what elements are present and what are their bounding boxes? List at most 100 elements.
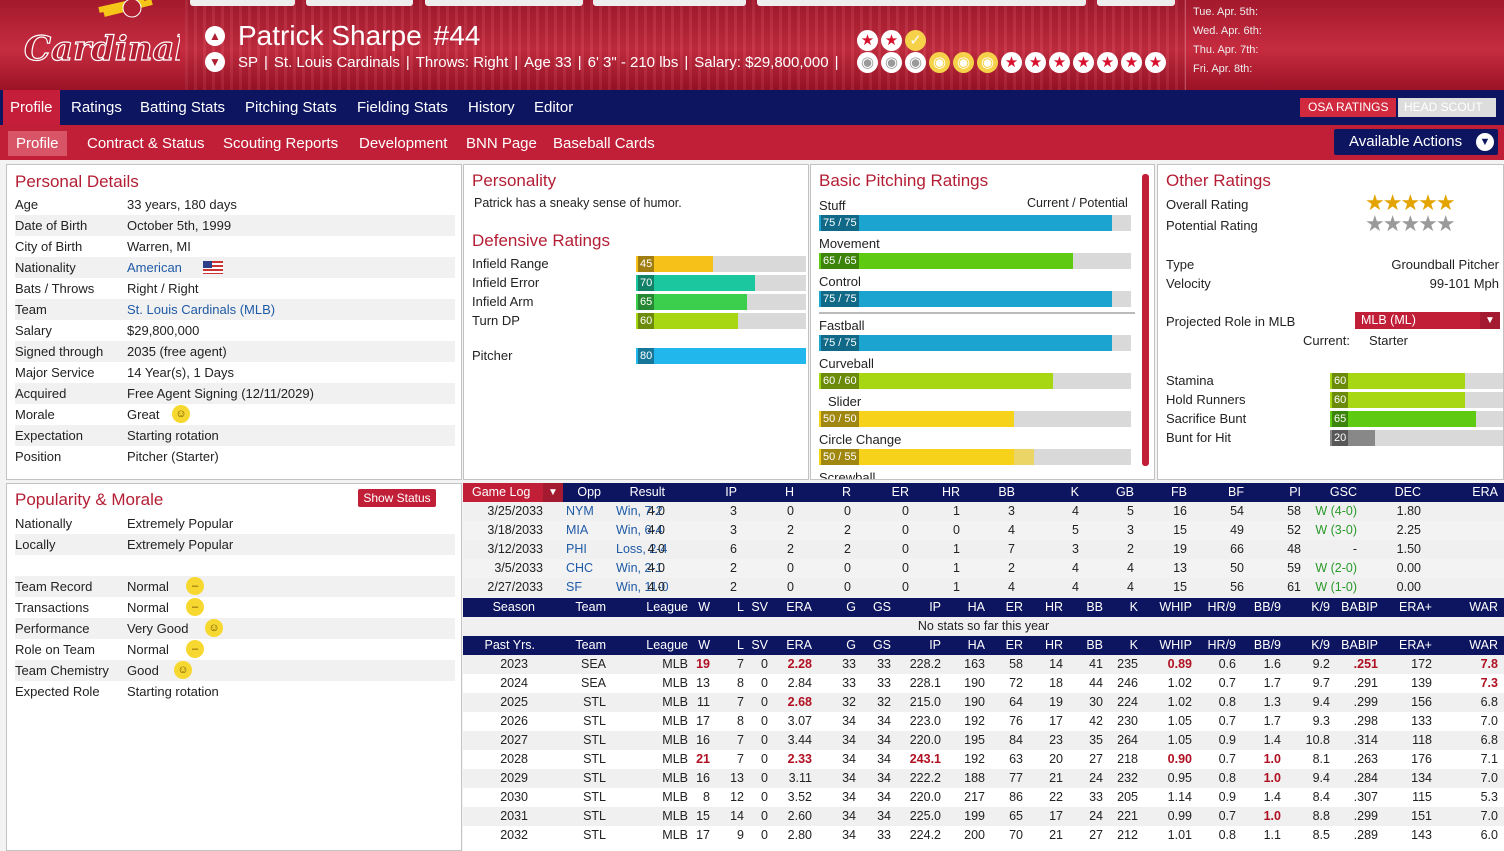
table-header-cell[interactable]: G (846, 638, 856, 652)
table-header-cell[interactable]: GS (872, 600, 891, 614)
table-header-cell[interactable]: BB (1086, 600, 1103, 614)
table-header-cell[interactable]: Past Yrs. (484, 638, 535, 652)
silver-award-icon[interactable]: ◉ (857, 52, 878, 73)
pitching-scrollbar[interactable] (1142, 174, 1149, 466)
past-years-row[interactable]: 2024 SEA MLB 13 8 0 2.84 33 33 228.1 190 72 18 44 246 1… (463, 674, 1504, 693)
table-header-cell[interactable]: BF (1228, 485, 1244, 499)
search-field[interactable] (757, 0, 1086, 6)
top-button[interactable] (1097, 0, 1175, 6)
table-header-cell[interactable]: HR (941, 485, 960, 499)
table-header-cell[interactable]: ER (891, 485, 909, 499)
game-log-cell[interactable]: Win, 6-4 (616, 523, 663, 537)
past-years-row[interactable]: 2030 STL MLB 8 12 0 3.52 34 34 220.0 217 86 22 33 205 1… (463, 788, 1504, 807)
table-header-cell[interactable]: Season (492, 600, 535, 614)
available-actions-button[interactable]: Available Actions ▼ (1334, 129, 1498, 155)
table-header-cell[interactable]: Team (575, 600, 606, 614)
game-log-cell[interactable]: Loss, 2-4 (616, 542, 668, 556)
table-header-cell[interactable]: HR (1044, 638, 1063, 652)
schedule-day[interactable]: Tue. Apr. 5th: (1193, 6, 1259, 18)
personal-value[interactable]: St. Louis Cardinals (MLB) (127, 302, 276, 317)
head-scout-toggle[interactable]: HEAD SCOUT (1398, 98, 1496, 117)
subtab-development[interactable]: Development (359, 135, 448, 152)
allstar-award-icon[interactable]: ★ (1073, 52, 1094, 73)
table-header-cell[interactable]: WHIP (1159, 638, 1192, 652)
table-header-cell[interactable]: IP (929, 638, 941, 652)
game-log-cell[interactable]: CHC (566, 561, 594, 575)
game-log-cell[interactable]: MIA (566, 523, 589, 537)
game-log-cell[interactable]: SF (566, 580, 582, 594)
game-log-cell[interactable]: Win, 2-1 (616, 561, 663, 575)
allstar-award-icon[interactable]: ★ (1121, 52, 1142, 73)
previous-player-button[interactable]: ▲ (205, 26, 225, 46)
table-header-cell[interactable]: W (698, 638, 710, 652)
table-header-cell[interactable]: HR (1044, 600, 1063, 614)
table-header-cell[interactable]: HR/9 (1207, 600, 1236, 614)
table-header-cell[interactable]: ERA (786, 600, 812, 614)
table-header-cell[interactable]: Team (575, 638, 606, 652)
game-log-row[interactable]: 3/5/2033 CHC Win, 2-1 4.0 2 0 0 0 1 2 4 4 13 50 59 W (2… (463, 559, 1504, 578)
game-log-cell[interactable]: NYM (566, 504, 594, 518)
past-years-row[interactable]: 2028 STL MLB 21 7 0 2.33 34 34 243.1 192 63 20 27 218 0… (463, 750, 1504, 769)
table-header-cell[interactable]: WHIP (1159, 600, 1192, 614)
allstar-award-icon[interactable]: ★ (1097, 52, 1118, 73)
subtab-profile[interactable]: Profile (8, 131, 67, 156)
schedule-day[interactable]: Fri. Apr. 8th: (1193, 63, 1253, 75)
game-log-row[interactable]: 3/12/2033 PHI Loss, 2-4 4.0 6 2 2 0 1 7 3 2 19 66 48 - 1… (463, 540, 1504, 559)
game-log-row[interactable]: 2/27/2033 SF Win, 11-0 4.0 2 0 0 0 1 4 4 4 15 56 61 W (… (463, 578, 1504, 597)
next-player-button[interactable]: ▼ (205, 52, 225, 72)
past-years-row[interactable]: 2025 STL MLB 11 7 0 2.68 32 32 215.0 190 64 19 30 224 1… (463, 693, 1504, 712)
past-years-row[interactable]: 2029 STL MLB 16 13 0 3.11 34 34 222.2 188 77 21 24 232… (463, 769, 1504, 788)
personal-value[interactable]: American (127, 260, 182, 275)
subtab-bnn-page[interactable]: BNN Page (466, 135, 537, 152)
top-button[interactable] (593, 0, 746, 6)
gold-award-icon[interactable]: ◉ (953, 52, 974, 73)
past-years-row[interactable]: 2031 STL MLB 15 14 0 2.60 34 34 225.0 199 65 17 24 221… (463, 807, 1504, 826)
table-header-cell[interactable]: GS (872, 638, 891, 652)
game-log-row[interactable]: 3/25/2033 NYM Win, 7-2 4.0 3 0 0 0 1 3 4 5 16 54 58 W (… (463, 502, 1504, 521)
osa-ratings-toggle[interactable]: OSA RATINGS (1300, 98, 1397, 117)
table-header-cell[interactable]: GSC (1329, 485, 1357, 499)
table-header-cell[interactable]: BB (998, 485, 1015, 499)
projected-role-select[interactable]: MLB (ML) ▼ (1355, 312, 1500, 329)
table-header-cell[interactable]: BABIP (1341, 600, 1378, 614)
game-log-cell[interactable]: PHI (566, 542, 587, 556)
table-header-cell[interactable]: L (737, 638, 744, 652)
table-header-cell[interactable]: ER (1005, 638, 1023, 652)
table-header-cell[interactable]: BB/9 (1253, 600, 1281, 614)
table-header-cell[interactable]: WAR (1469, 638, 1498, 652)
silver-award-icon[interactable]: ◉ (905, 52, 926, 73)
table-header-cell[interactable]: G (846, 600, 856, 614)
past-years-row[interactable]: 2023 SEA MLB 19 7 0 2.28 33 33 228.2 163 58 14 41 235 0… (463, 655, 1504, 674)
schedule-day[interactable]: Wed. Apr. 6th: (1193, 25, 1262, 37)
table-header-cell[interactable]: W (698, 600, 710, 614)
game-log-cell[interactable]: Win, 7-2 (616, 504, 663, 518)
table-header-cell[interactable]: ERA (1472, 485, 1498, 499)
past-years-row[interactable]: 2032 STL MLB 17 9 0 2.80 34 33 224.2 200 70 21 27 212 1… (463, 826, 1504, 845)
table-header-cell[interactable]: ERA+ (1398, 638, 1432, 652)
table-header-cell[interactable]: FB (1171, 485, 1187, 499)
table-header-cell[interactable]: WAR (1469, 600, 1498, 614)
table-header-cell[interactable]: SV (751, 638, 768, 652)
table-header-cell[interactable]: K (1129, 638, 1138, 652)
table-header-cell[interactable]: League (646, 638, 688, 652)
tab-profile[interactable]: Profile (3, 90, 60, 125)
table-header-cell[interactable]: PI (1289, 485, 1301, 499)
subtab-contract-status[interactable]: Contract & Status (87, 135, 205, 152)
table-header-cell[interactable]: IP (725, 485, 737, 499)
subtab-baseball-cards[interactable]: Baseball Cards (553, 135, 655, 152)
table-header-cell[interactable]: DEC (1394, 485, 1421, 499)
table-header-cell[interactable]: L (737, 600, 744, 614)
top-button[interactable] (306, 0, 413, 6)
table-header-cell[interactable]: R (841, 485, 851, 499)
tab-batting-stats[interactable]: Batting Stats (140, 99, 226, 116)
allstar-award-icon[interactable]: ★ (1145, 52, 1166, 73)
table-header-cell[interactable]: K/9 (1311, 638, 1330, 652)
table-header-cell[interactable]: HR/9 (1207, 638, 1236, 652)
table-header-cell[interactable]: Result (629, 485, 665, 499)
allstar-award-icon[interactable]: ★ (857, 30, 878, 51)
table-header-cell[interactable]: K/9 (1311, 600, 1330, 614)
table-header-cell[interactable]: BABIP (1341, 638, 1378, 652)
table-header-cell[interactable]: BB (1086, 638, 1103, 652)
allstar-award-icon[interactable]: ★ (1025, 52, 1046, 73)
table-header-cell[interactable]: BB/9 (1253, 638, 1281, 652)
